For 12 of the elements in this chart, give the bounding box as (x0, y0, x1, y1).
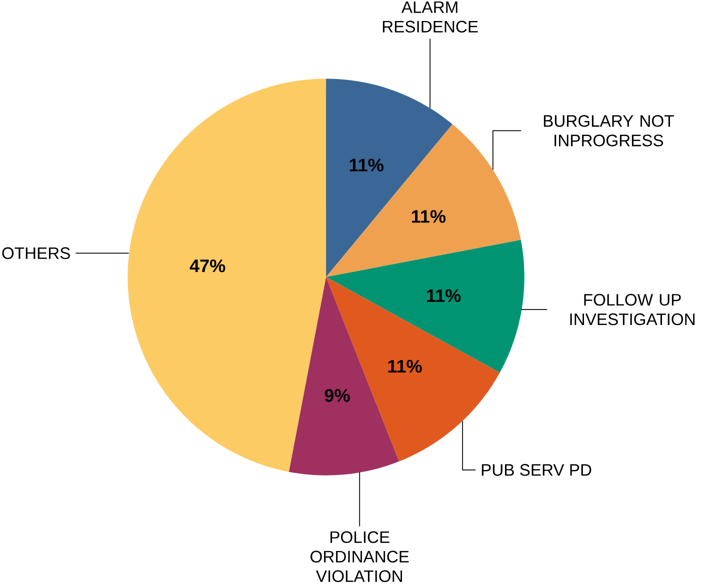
data-label: 11% (350, 158, 384, 172)
slice-label: PUB SERV PD (482, 464, 592, 476)
data-label: 9% (324, 389, 350, 402)
data-label: 11% (412, 210, 446, 224)
slice-label: POLICE ORDINANCE VIOLATION (310, 532, 409, 582)
slice-label: OTHERS (2, 248, 70, 260)
data-label: 11% (427, 290, 461, 302)
slice-label: FOLLOW UP INVESTIGATION (570, 294, 695, 326)
slice-label: ALARM RESIDENCE (382, 2, 478, 33)
slice-label: BURGLARY NOT INPROGRESS (544, 115, 674, 147)
data-label: 11% (388, 360, 422, 373)
data-label: 47% (190, 260, 226, 272)
